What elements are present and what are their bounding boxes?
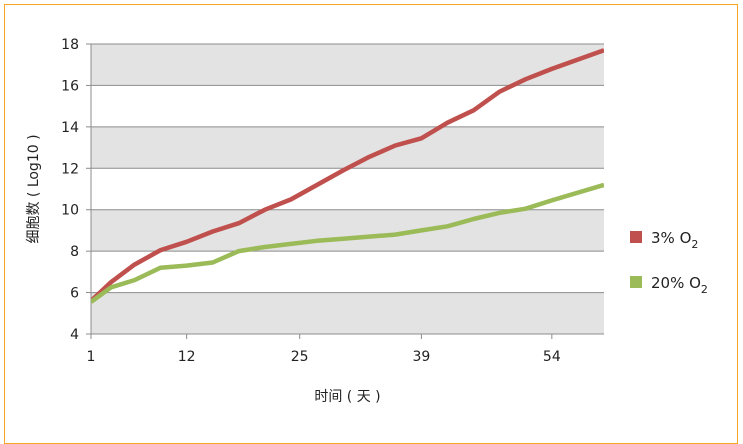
legend-label: 3% O2	[651, 229, 698, 251]
x-tick-label: 54	[543, 349, 561, 365]
plot-band	[91, 251, 604, 293]
plot-background-bands	[91, 44, 604, 334]
legend-label: 20% O2	[651, 274, 708, 296]
y-tick-label: 10	[61, 203, 79, 219]
series-lines	[91, 48, 604, 304]
legend-swatch	[630, 276, 642, 288]
plot-band	[91, 44, 604, 86]
y-tick-label: 8	[70, 244, 79, 260]
y-tick-label: 12	[61, 161, 79, 177]
series-line	[91, 182, 604, 304]
y-tick-label: 14	[61, 120, 79, 136]
axes	[86, 43, 604, 339]
y-tick-label: 6	[70, 286, 79, 302]
legend-swatch	[630, 231, 642, 243]
plot-band	[91, 292, 604, 334]
x-tick-label: 39	[412, 349, 430, 365]
plot-band	[91, 85, 604, 127]
line-chart: 4 6 8 10 12 14 16 18 1 12 25 39 54 时间 ( 天 ) 细胞数 ( L…	[26, 37, 708, 405]
y-axis-title: 细胞数 ( Log10 )	[26, 134, 42, 243]
plot-band	[91, 209, 604, 252]
plot-band	[91, 126, 604, 169]
y-tick-labels: 4 6 8 10 12 14 16 18	[61, 37, 79, 343]
legend: 3% O2 20% O2	[630, 229, 708, 296]
y-tick-label: 4	[70, 327, 79, 343]
series-line	[91, 48, 604, 303]
plot-band	[91, 168, 604, 210]
x-tick-label: 12	[178, 349, 196, 365]
x-tick-labels: 1 12 25 39 54	[87, 349, 561, 365]
y-tick-label: 18	[61, 37, 79, 53]
y-tick-label: 16	[61, 78, 79, 94]
x-tick-label: 1	[87, 349, 96, 365]
x-tick-label: 25	[291, 349, 309, 365]
x-axis-title: 时间 ( 天 )	[314, 389, 380, 405]
